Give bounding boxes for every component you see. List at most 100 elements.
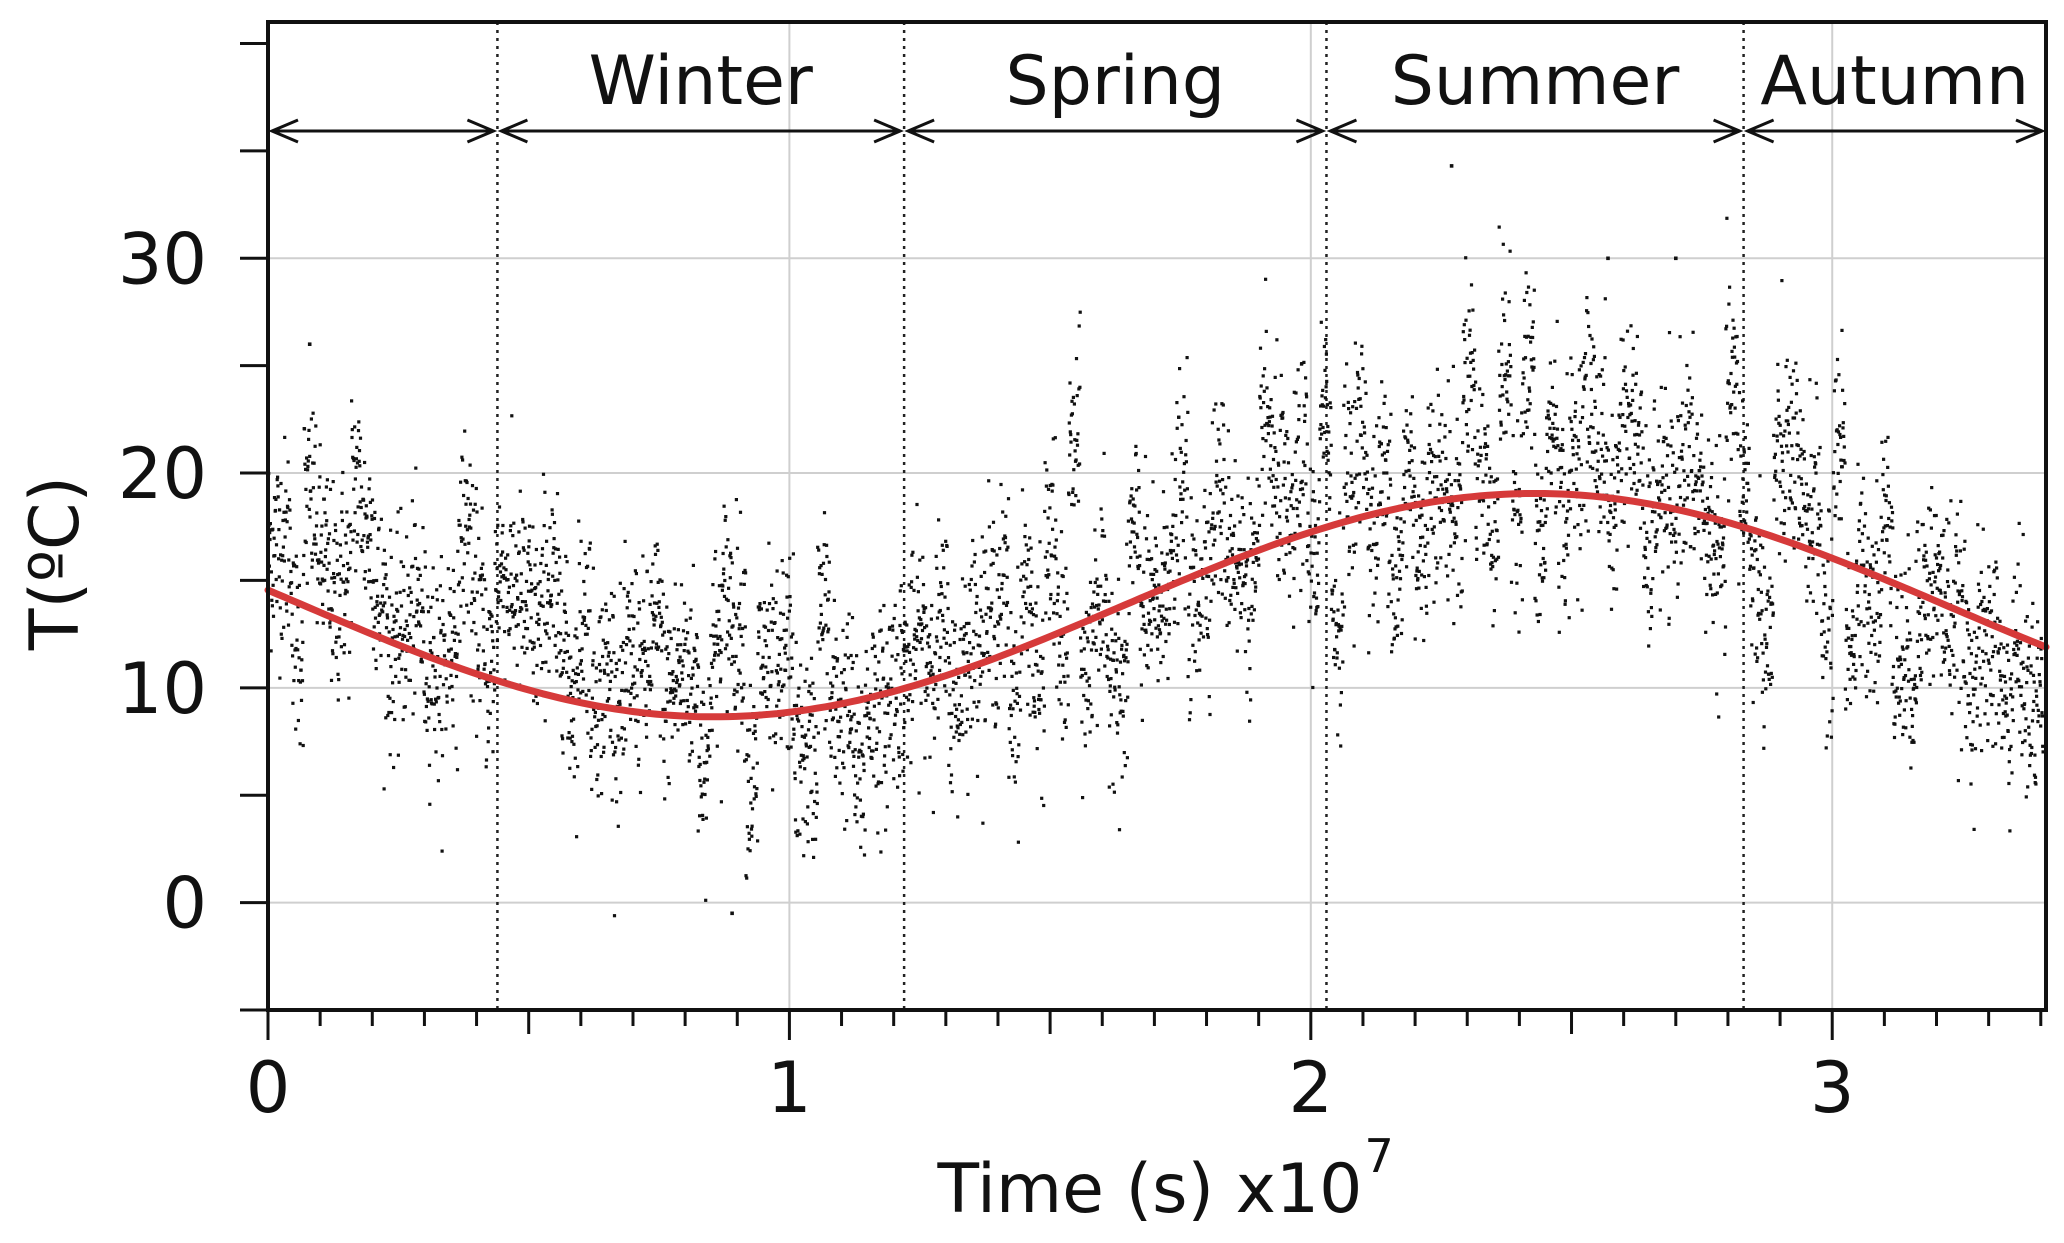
data-point [568, 736, 572, 740]
data-point [1005, 575, 1009, 579]
data-point [1697, 476, 1701, 480]
data-point [1201, 635, 1206, 639]
data-point [1123, 639, 1127, 643]
data-point [1760, 642, 1764, 646]
data-point [324, 485, 328, 489]
data-point [540, 547, 545, 551]
data-point [1611, 516, 1616, 520]
data-point [603, 714, 607, 719]
data-point [1032, 699, 1037, 703]
data-point [1811, 599, 1815, 603]
data-point [1464, 256, 1468, 260]
data-point [1717, 546, 1721, 550]
data-point [1006, 626, 1010, 630]
data-point [1344, 433, 1348, 438]
data-point [742, 582, 746, 586]
data-point [892, 777, 896, 781]
data-point [1596, 431, 1601, 435]
data-point [638, 644, 642, 648]
data-point [959, 694, 963, 698]
data-point [700, 700, 704, 704]
data-point [1484, 457, 1488, 461]
data-point [341, 564, 346, 568]
data-point [1393, 627, 1397, 631]
data-point [1902, 676, 1906, 680]
data-point [1095, 723, 1099, 728]
data-point [954, 730, 958, 734]
data-point [1708, 508, 1712, 512]
data-point [1620, 519, 1624, 523]
data-point [290, 581, 294, 585]
data-point [1237, 560, 1241, 565]
data-point [339, 554, 343, 558]
data-point [386, 713, 390, 718]
data-point [1217, 510, 1221, 514]
data-point [1777, 414, 1781, 418]
data-point [1657, 424, 1661, 428]
data-point [505, 605, 509, 609]
data-point [1360, 344, 1364, 348]
data-point [1650, 614, 1654, 618]
data-point [1116, 612, 1120, 616]
data-point [678, 683, 682, 687]
data-point [1368, 527, 1372, 531]
data-point [402, 588, 406, 593]
data-point [1592, 345, 1596, 349]
data-point [1232, 581, 1236, 585]
data-point [1826, 640, 1830, 644]
data-point [1335, 656, 1339, 660]
data-point [1142, 570, 1146, 574]
data-point [1485, 542, 1489, 546]
data-point [481, 607, 485, 611]
data-point [1857, 622, 1861, 627]
data-point [1836, 430, 1841, 434]
data-point [695, 636, 699, 640]
data-point [582, 618, 586, 622]
data-point [1954, 553, 1958, 557]
data-point [1806, 507, 1811, 511]
data-point [381, 604, 385, 608]
data-point [1342, 403, 1346, 407]
data-point [536, 637, 540, 641]
data-point [1183, 556, 1187, 560]
data-point [690, 741, 694, 745]
data-point [366, 534, 370, 538]
data-point [698, 814, 702, 818]
data-point [1112, 695, 1116, 699]
data-point [1635, 488, 1639, 492]
data-point [806, 805, 810, 809]
data-point [1319, 320, 1323, 324]
data-point [1676, 415, 1680, 419]
data-point [332, 538, 336, 543]
data-point [1181, 539, 1185, 543]
data-point [1339, 628, 1343, 632]
data-point [897, 746, 901, 750]
data-point [1161, 654, 1165, 659]
data-point [818, 621, 822, 625]
data-point [900, 630, 904, 634]
data-point [1346, 471, 1350, 475]
data-point [1394, 527, 1398, 531]
data-point [1696, 530, 1700, 534]
data-point [617, 658, 621, 662]
data-point [1410, 495, 1414, 499]
data-point [1888, 525, 1892, 529]
data-point [1409, 444, 1413, 448]
data-point [1304, 392, 1308, 396]
data-point [300, 679, 305, 683]
data-point [1215, 484, 1219, 488]
data-point [1109, 677, 1113, 681]
data-point [1017, 743, 1021, 747]
data-point [1655, 479, 1659, 483]
data-point [887, 744, 891, 748]
data-point [1238, 520, 1242, 524]
data-point [972, 560, 976, 564]
data-point [1644, 556, 1648, 560]
data-point [1522, 298, 1526, 302]
data-point [634, 744, 638, 748]
data-point [1880, 538, 1884, 542]
data-point [1380, 490, 1384, 494]
data-point [643, 646, 647, 650]
data-point [1482, 543, 1486, 547]
data-point [1642, 521, 1646, 525]
